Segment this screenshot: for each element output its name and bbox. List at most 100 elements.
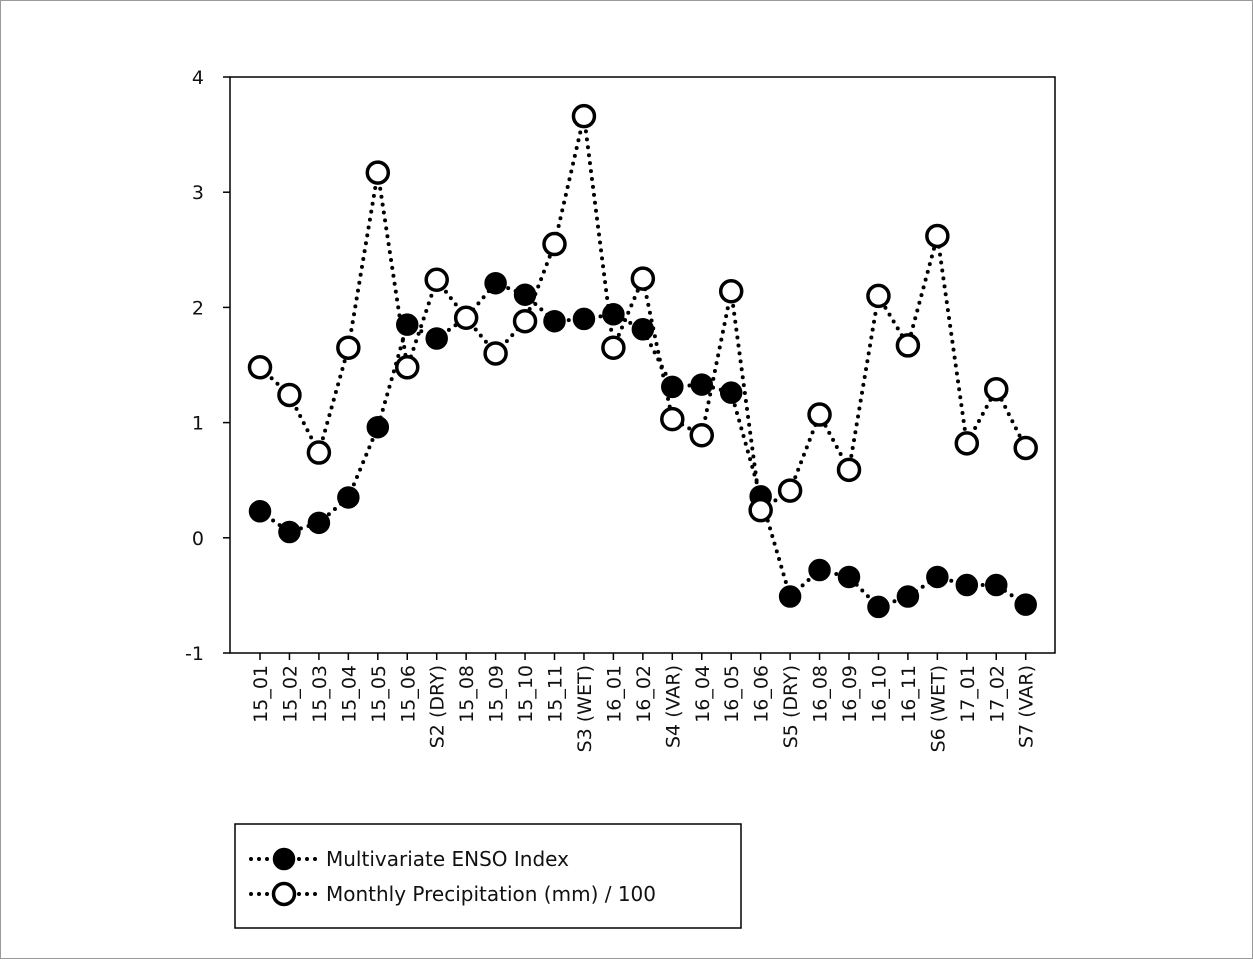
data-point xyxy=(366,415,390,439)
series-1 xyxy=(247,103,1038,523)
data-point xyxy=(336,335,361,360)
x-tick-label: S4 (VAR) xyxy=(662,665,684,748)
data-point xyxy=(483,341,508,366)
data-point xyxy=(985,573,1008,597)
data-point xyxy=(543,309,566,333)
data-point xyxy=(571,103,597,129)
data-point xyxy=(365,160,391,185)
data-point xyxy=(248,500,272,523)
x-tick-label: 16_05 xyxy=(721,665,743,723)
data-point xyxy=(718,279,744,304)
data-point xyxy=(896,585,920,608)
data-point xyxy=(278,520,301,544)
series-line xyxy=(258,115,1028,514)
data-point xyxy=(867,595,890,619)
data-point xyxy=(277,382,302,408)
x-tick-label: S5 (DRY) xyxy=(780,665,802,748)
data-point xyxy=(337,486,360,509)
x-tick-label: 16_09 xyxy=(839,665,861,723)
data-point xyxy=(661,375,684,399)
data-point xyxy=(660,406,685,432)
legend-label: Monthly Precipitation (mm) / 100 xyxy=(326,882,656,906)
x-tick-label: 15_01 xyxy=(250,665,272,723)
x-tick-label: 15_06 xyxy=(397,665,419,723)
y-tick-label: 4 xyxy=(192,67,204,89)
data-point xyxy=(895,333,921,358)
x-tick-label: S6 (WET) xyxy=(927,665,949,752)
y-tick-label: 0 xyxy=(192,528,204,550)
data-point xyxy=(778,585,802,608)
data-point xyxy=(837,565,861,589)
legend-entry: Multivariate ENSO Index xyxy=(249,847,569,871)
x-tick-label: 15_08 xyxy=(456,665,478,723)
data-point xyxy=(630,266,656,291)
data-point xyxy=(689,423,714,448)
legend-box xyxy=(234,823,742,929)
data-point xyxy=(247,355,273,380)
data-point xyxy=(866,283,891,309)
x-tick-label: 15_11 xyxy=(545,665,567,723)
y-tick-label: -1 xyxy=(185,643,204,665)
data-point xyxy=(1014,593,1037,616)
y-tick-label: 1 xyxy=(192,413,204,435)
legend-label: Multivariate ENSO Index xyxy=(326,847,569,871)
legend-marker xyxy=(272,847,296,871)
x-tick-label: S2 (DRY) xyxy=(427,665,449,748)
y-tick-label: 3 xyxy=(192,182,204,204)
data-point xyxy=(925,223,950,249)
plot-frame xyxy=(229,76,1056,654)
x-tick-label: 17_02 xyxy=(986,665,1008,723)
x-tick-label: 16_01 xyxy=(603,665,625,723)
x-tick-label: 15_02 xyxy=(279,665,301,723)
data-point xyxy=(395,355,420,380)
legend: Multivariate ENSO Index Monthly Precipita… xyxy=(234,823,742,929)
x-tick-label: 16_02 xyxy=(633,665,655,723)
data-point xyxy=(748,497,773,523)
x-axis: 15_01 15_02 15_03 15_04 15_05 15_06 S2 (DRY) 15… xyxy=(250,653,1038,752)
legend-marker xyxy=(271,881,297,907)
data-point xyxy=(719,381,743,404)
data-point xyxy=(601,335,626,360)
x-tick-label: 15_03 xyxy=(309,665,331,723)
x-tick-label: 15_10 xyxy=(515,665,537,723)
y-axis: -1 0 1 2 3 4 xyxy=(185,67,230,665)
x-tick-label: 16_04 xyxy=(692,665,714,723)
x-tick-label: 16_11 xyxy=(898,665,920,723)
data-point xyxy=(572,307,596,331)
data-point xyxy=(690,373,713,396)
data-point xyxy=(307,511,331,535)
series-0 xyxy=(248,271,1037,619)
data-point xyxy=(926,565,949,589)
x-tick-label: 15_09 xyxy=(486,665,508,723)
data-point xyxy=(306,440,332,465)
x-tick-label: S3 (WET) xyxy=(574,665,596,752)
data-point xyxy=(836,457,862,483)
data-point xyxy=(425,327,448,350)
x-tick-label: 16_08 xyxy=(810,665,832,723)
legend-entry: Monthly Precipitation (mm) / 100 xyxy=(249,881,656,907)
x-tick-label: 17_01 xyxy=(957,665,979,723)
data-point xyxy=(807,402,832,427)
x-tick-label: 15_05 xyxy=(368,665,390,723)
data-point xyxy=(602,303,625,326)
data-point xyxy=(984,376,1009,402)
data-point xyxy=(955,573,979,597)
data-point xyxy=(1013,435,1038,461)
data-point xyxy=(954,431,980,456)
plot-area xyxy=(229,76,1056,654)
x-tick-label: 16_10 xyxy=(868,665,890,723)
x-tick-label: 15_04 xyxy=(338,665,360,723)
x-tick-label: 16_06 xyxy=(751,665,773,723)
y-tick-label: 2 xyxy=(192,297,204,319)
data-point xyxy=(512,308,538,334)
x-tick-label: S7 (VAR) xyxy=(1016,665,1038,748)
series-layer xyxy=(247,103,1038,619)
data-point xyxy=(777,478,803,503)
data-point xyxy=(542,231,567,257)
data-point xyxy=(808,558,831,582)
data-point xyxy=(424,267,449,293)
data-point xyxy=(453,305,479,331)
data-point xyxy=(484,271,507,295)
